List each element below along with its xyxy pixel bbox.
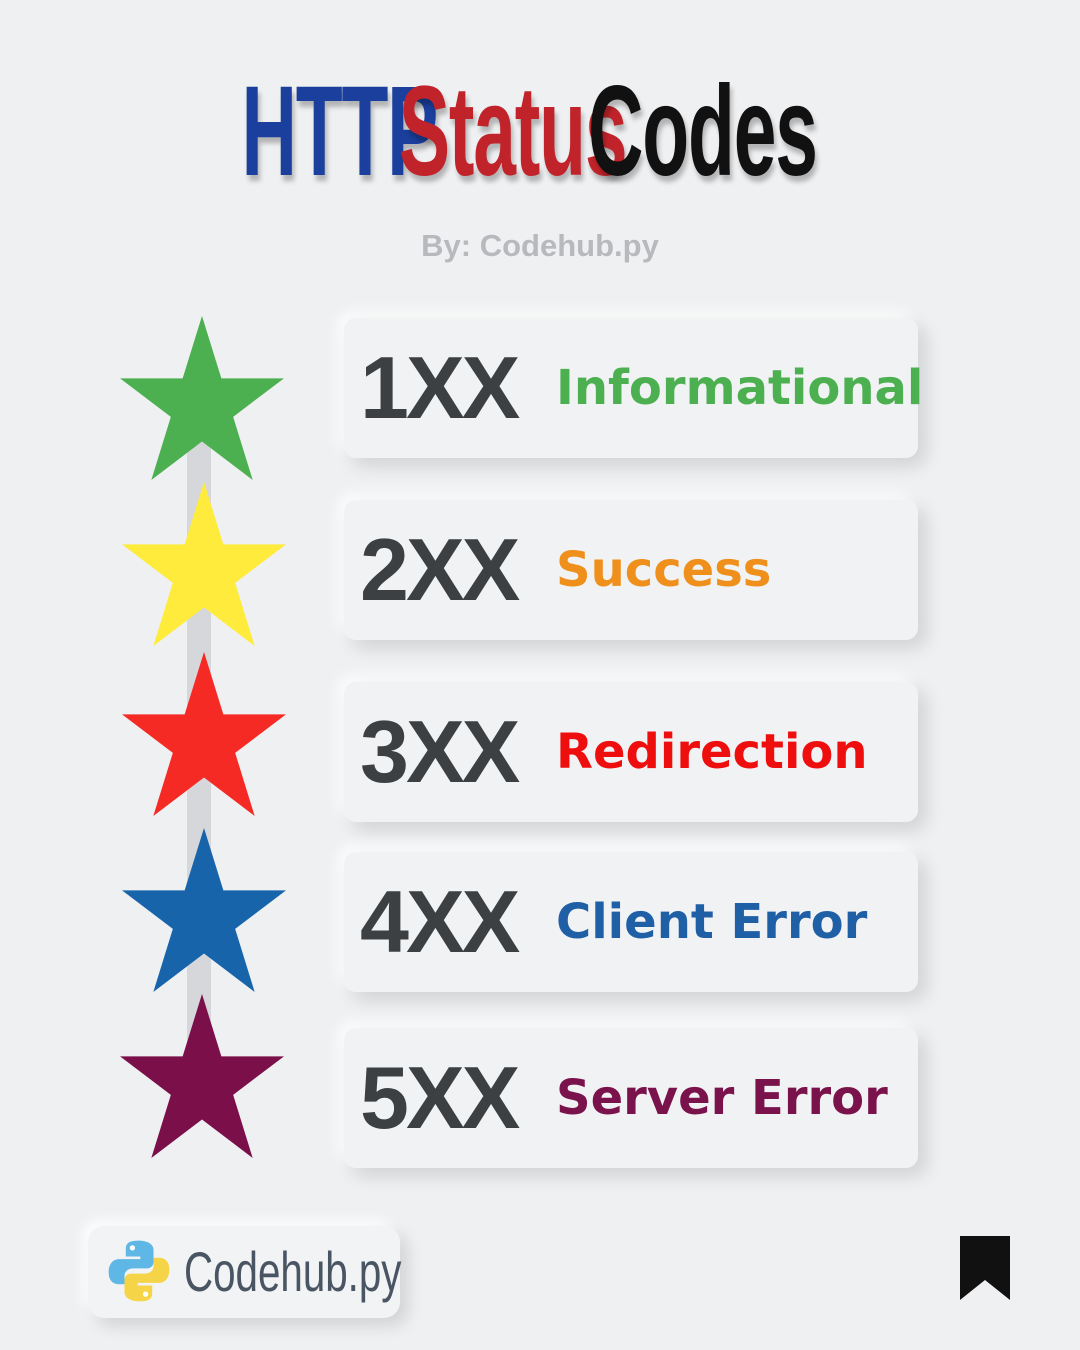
status-code: 2XX (360, 520, 520, 619)
status-label: Server Error (556, 1070, 888, 1126)
status-code: 5XX (360, 1048, 520, 1147)
status-code: 3XX (360, 702, 520, 801)
python-logo-icon (108, 1240, 170, 1302)
star-icon-4 (122, 828, 286, 992)
status-code: 1XX (360, 338, 520, 437)
status-code: 4XX (360, 872, 520, 971)
status-label: Client Error (556, 894, 868, 950)
star-icon-3 (122, 652, 286, 816)
star-icon-1 (120, 316, 284, 480)
status-card-5xx: 5XX Server Error (344, 1028, 918, 1168)
status-label: Success (556, 542, 772, 598)
status-card-4xx: 4XX Client Error (344, 852, 918, 992)
star-icon-2 (122, 482, 286, 646)
page-title: HTTP Status Codes (0, 62, 1080, 202)
status-card-1xx: 1XX Informational (344, 318, 923, 458)
status-label: Redirection (556, 724, 868, 780)
status-label: Informational (556, 360, 924, 416)
brand-badge[interactable]: Codehub.py (88, 1226, 402, 1318)
status-card-2xx: 2XX Success (344, 500, 918, 640)
byline: By: Codehub.py (421, 228, 659, 263)
title-word-status: Status (398, 60, 628, 203)
title-word-codes: Codes (588, 60, 818, 203)
brand-name: Codehub.py (184, 1240, 402, 1303)
title-word-http: HTTP (241, 60, 438, 203)
star-icon-5 (120, 994, 284, 1158)
bookmark-icon[interactable] (958, 1234, 1012, 1302)
status-card-3xx: 3XX Redirection (344, 682, 918, 822)
